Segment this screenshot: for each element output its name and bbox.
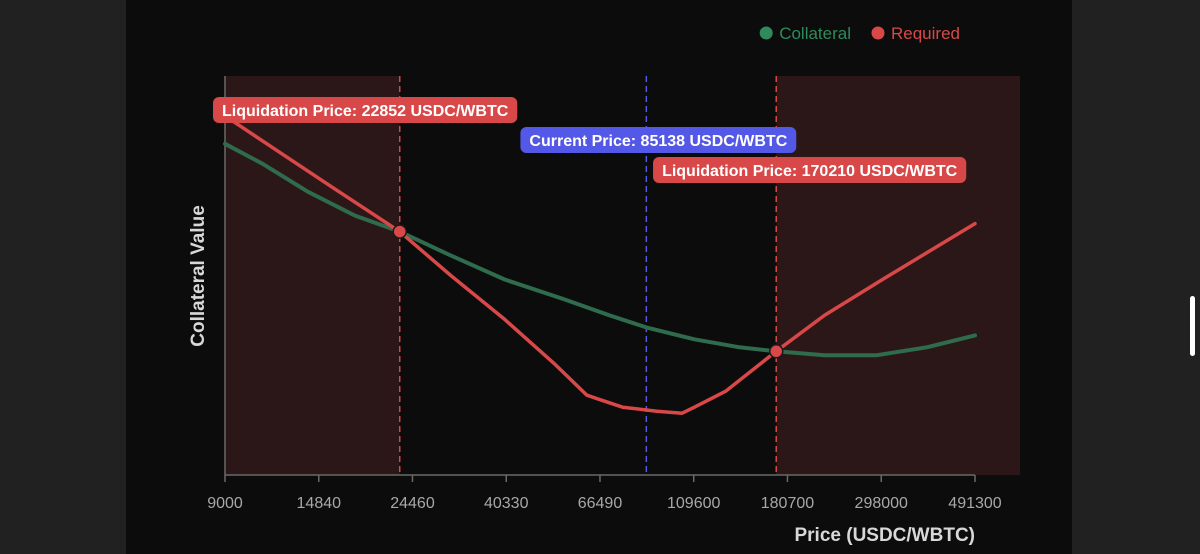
price-tag-bg [653,157,967,183]
x-axis-title: Price (USDC/WBTC) [794,525,975,546]
x-tick-label: 298000 [855,495,908,512]
price-tag-bg [520,127,797,153]
legend-item-required: Required [871,24,960,43]
price-tag-label: Liquidation Price: 170210 USDC/WBTC [662,163,958,180]
series-line-collateral [223,141,977,358]
liquidation-zone-2 [776,76,1020,475]
scrollbar-thumb[interactable] [1190,296,1195,356]
x-tick-label: 180700 [761,495,814,512]
price-tag-label: Current Price: 85138 USDC/WBTC [529,133,787,150]
x-tick-label: 491300 [948,495,1001,512]
legend-swatch [759,26,773,40]
price-tag-1: Liquidation Price: 22852 USDC/WBTC [213,97,518,123]
series-line-required [223,114,977,415]
x-tick-label: 14840 [297,495,342,512]
liquidation-point-1 [392,224,407,239]
legend-item-collateral: Collateral [759,24,851,43]
legend-label: Required [891,24,960,43]
price-tag-2: Current Price: 85138 USDC/WBTC [520,127,797,153]
x-tick-label: 24460 [390,495,435,512]
x-tick-label: 66490 [578,495,623,512]
y-axis-title: Collateral Value [188,205,209,347]
legend-swatch [871,26,885,40]
x-tick-label: 109600 [667,495,720,512]
price-tag-label: Liquidation Price: 22852 USDC/WBTC [222,103,509,120]
liquidation-zone-1 [225,76,400,475]
liquidation-point-2 [768,344,784,359]
x-tick-label: 40330 [484,495,529,512]
x-tick-label: 9000 [207,495,243,512]
price-tag-3: Liquidation Price: 170210 USDC/WBTC [653,157,967,183]
legend-label: Collateral [779,24,851,43]
price-tag-bg [213,97,518,123]
